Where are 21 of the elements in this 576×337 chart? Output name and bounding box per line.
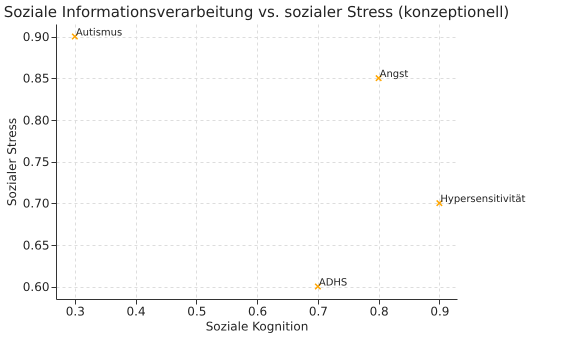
y-tick-label: 0.85 bbox=[22, 72, 50, 86]
annotation: ADHS bbox=[318, 278, 348, 288]
y-tick-label: 0.60 bbox=[22, 280, 50, 294]
chart-title: Soziale Informationsverarbeitung vs. sozialer Stress (konzeptionell) bbox=[4, 3, 510, 21]
y-tick-label: 0.65 bbox=[22, 238, 50, 252]
y-tick-label: 0.90 bbox=[22, 30, 50, 44]
y-axis-title: Sozialer Stress bbox=[4, 118, 19, 206]
x-tick-label: 0.5 bbox=[187, 304, 206, 318]
x-tick-label: 0.4 bbox=[126, 304, 146, 318]
annotation: Angst bbox=[380, 69, 408, 80]
x-axis-title: Soziale Kognition bbox=[206, 320, 308, 334]
annotation: Autismus bbox=[76, 28, 122, 38]
x-tick-label: 0.6 bbox=[248, 304, 268, 318]
x-tick-label: 0.7 bbox=[308, 304, 328, 318]
y-tick-label: 0.80 bbox=[22, 113, 50, 128]
x-tick-label: 0.8 bbox=[370, 304, 389, 318]
x-tick-label: 0.9 bbox=[430, 304, 450, 318]
x-tick-label: 0.3 bbox=[66, 304, 85, 318]
y-tick-label: 0.75 bbox=[22, 155, 50, 169]
annotation: Hypersensitivität bbox=[440, 194, 526, 206]
y-tick-label: 0.70 bbox=[22, 196, 50, 211]
